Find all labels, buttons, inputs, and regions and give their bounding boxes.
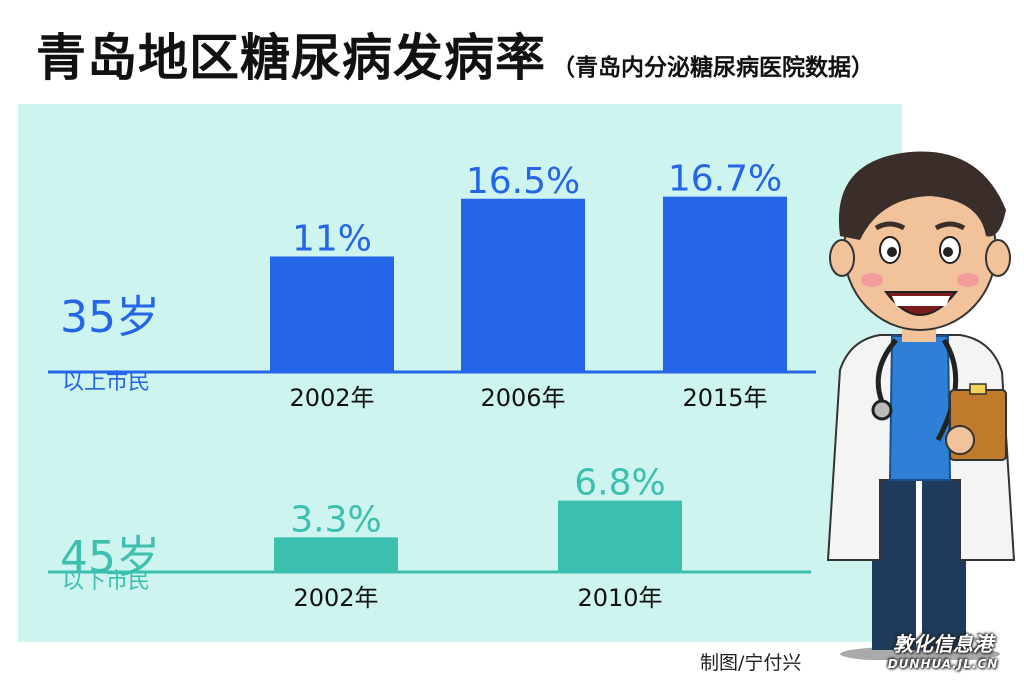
bar <box>558 500 682 572</box>
watermark-url: DUNHUA.JL.CN <box>887 657 999 671</box>
group-label: 35岁 <box>60 292 160 343</box>
chart-credit: 制图/宁付兴 <box>700 652 802 674</box>
value-label: 16.5% <box>466 161 580 202</box>
doctor-illustration <box>826 151 1016 660</box>
group-label: 45岁 <box>60 532 160 583</box>
value-label: 11% <box>292 219 372 260</box>
chart-title: 青岛地区糖尿病发病率 <box>36 29 546 87</box>
chart-subtitle: （青岛内分泌糖尿病医院数据） <box>552 55 874 81</box>
chart-panel: 35岁 以上市民 11% 2002年 16.5% 2006年 16.7% 2015年 45岁 以下… <box>18 104 902 642</box>
category-label: 2015年 <box>682 384 767 412</box>
category-label: 2002年 <box>293 584 378 612</box>
site-watermark: 敦化信息港 DUNHUA.JL.CN <box>868 628 1018 671</box>
watermark-name: 敦化信息港 <box>893 632 993 656</box>
category-label: 2010年 <box>577 584 662 612</box>
bar <box>663 196 787 372</box>
value-label: 6.8% <box>574 463 665 504</box>
bar <box>461 198 585 372</box>
bar-chart: 35岁以上市民11%2002年16.5%2006年16.7%2015年45岁以下… <box>48 159 816 612</box>
group-sublabel: 以上市民 <box>62 370 150 395</box>
bar <box>274 537 398 572</box>
value-label: 16.7% <box>668 159 782 200</box>
category-label: 2006年 <box>480 384 565 412</box>
value-label: 3.3% <box>290 499 381 540</box>
category-label: 2002年 <box>289 384 374 412</box>
title-bar: 青岛地区糖尿病发病率 （青岛内分泌糖尿病医院数据） <box>36 18 874 90</box>
bar <box>270 256 394 372</box>
